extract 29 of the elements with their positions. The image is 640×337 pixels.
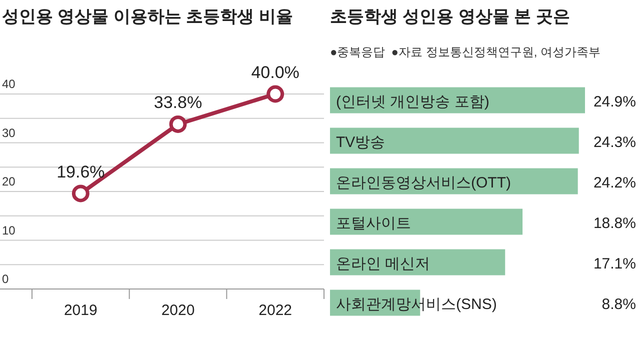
chart-title: 초등학생 성인용 영상물 본 곳은: [330, 7, 570, 26]
chart-title: 성인용 영상물 이용하는 초등학생 비율: [2, 7, 293, 26]
data-label: 24.9%: [593, 93, 636, 110]
data-label: 8.8%: [602, 296, 636, 313]
bar: [330, 249, 506, 276]
text: ●중복응답: [330, 45, 386, 59]
y-tick-label: 10: [2, 223, 16, 238]
x-tick-label: 2020: [161, 302, 195, 319]
data-label: 40.0%: [251, 63, 300, 82]
y-tick-label: 30: [2, 126, 16, 140]
data-label: 33.8%: [154, 93, 202, 112]
text: ●자료 정보통신정책연구원, 여성가족부: [391, 45, 600, 59]
x-tick-label: 2022: [258, 302, 292, 319]
y-tick-label: 20: [2, 174, 16, 188]
y-tick-label: 온라인 메신저: [336, 255, 430, 272]
bar: [330, 208, 523, 235]
y-tick-label: 40: [2, 77, 16, 91]
data-label: 24.2%: [593, 174, 636, 192]
y-tick-label: TV방송: [336, 134, 386, 151]
y-tick-label: 온라인동영상서비스(OTT): [336, 174, 511, 192]
y-tick-label: 포털사이트: [336, 214, 411, 232]
data-label: 24.3%: [593, 134, 636, 151]
bar: [330, 128, 579, 154]
data-label: 19.6%: [56, 162, 105, 182]
y-tick-label: (인터넷 개인방송 포함): [336, 93, 490, 110]
data-label: 17.1%: [593, 255, 636, 272]
x-tick-label: 2019: [64, 302, 98, 319]
data-label: 18.8%: [593, 214, 636, 232]
y-tick-label: 0: [2, 272, 9, 286]
